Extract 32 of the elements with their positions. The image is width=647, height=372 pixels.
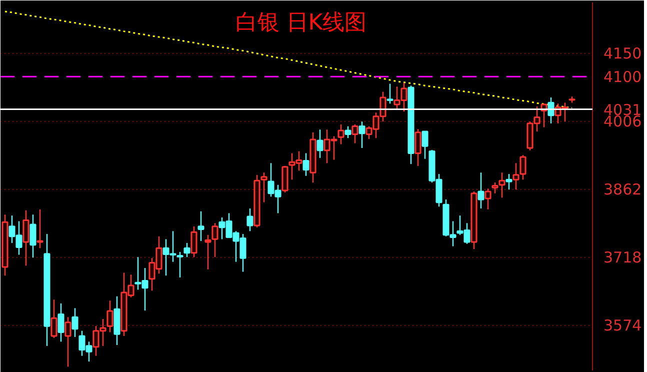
candlestick xyxy=(184,242,190,258)
candlestick xyxy=(352,124,358,144)
candlestick xyxy=(302,152,310,176)
candlestick xyxy=(64,316,72,368)
y-tick-label: 4150 xyxy=(604,44,642,63)
candlestick xyxy=(338,124,344,145)
candlestick xyxy=(30,214,36,258)
candlestick xyxy=(506,173,512,190)
y-tick-label: 3718 xyxy=(604,248,642,267)
chart-title: 白银 日K线图 xyxy=(235,10,367,36)
candlestick xyxy=(282,165,288,194)
candlestick xyxy=(316,128,324,159)
candlestick xyxy=(246,208,254,232)
candlestick xyxy=(190,226,198,258)
candlestick xyxy=(36,208,44,249)
candlestick xyxy=(422,130,428,160)
candlestick xyxy=(484,188,492,210)
candlestick xyxy=(22,210,30,266)
candlestick xyxy=(72,308,78,338)
y-tick-label: 3862 xyxy=(604,180,642,199)
candlestick xyxy=(344,126,352,139)
candlestick xyxy=(478,172,484,210)
candlestick xyxy=(386,83,394,104)
candlestick xyxy=(548,96,554,124)
candlestick xyxy=(358,120,366,149)
y-tick-label: 3574 xyxy=(604,316,642,335)
candlestick xyxy=(58,302,64,342)
ref-line-label: 4100 xyxy=(604,68,642,86)
candlestick xyxy=(198,210,204,242)
candlestick xyxy=(50,299,58,339)
candlestick xyxy=(106,300,114,333)
candlestick xyxy=(414,128,422,167)
